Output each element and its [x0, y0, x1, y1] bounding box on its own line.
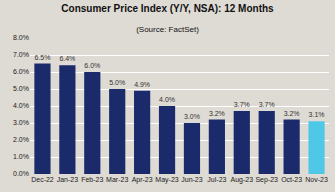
svg-text:6.4%: 6.4%: [59, 55, 75, 62]
svg-text:(Source: FactSet): (Source: FactSet): [136, 25, 199, 34]
svg-text:Feb-23: Feb-23: [81, 176, 103, 183]
svg-text:4.0%: 4.0%: [159, 96, 175, 103]
svg-text:Consumer Price Index (Y/Y, NSA: Consumer Price Index (Y/Y, NSA): 12 Mont…: [61, 3, 274, 14]
svg-text:2.0%: 2.0%: [13, 136, 29, 143]
svg-text:Nov-23: Nov-23: [305, 176, 328, 183]
svg-text:Mar-23: Mar-23: [106, 176, 128, 183]
svg-text:Apr-23: Apr-23: [132, 176, 153, 184]
svg-text:3.2%: 3.2%: [284, 110, 300, 117]
svg-text:7.0%: 7.0%: [13, 51, 29, 58]
svg-text:Jun-23: Jun-23: [181, 176, 203, 183]
svg-text:3.1%: 3.1%: [309, 111, 325, 118]
svg-text:4.0%: 4.0%: [13, 102, 29, 109]
svg-text:6.0%: 6.0%: [84, 62, 100, 69]
svg-text:4.9%: 4.9%: [134, 81, 150, 88]
svg-text:6.0%: 6.0%: [13, 68, 29, 75]
svg-text:Sep-23: Sep-23: [255, 176, 278, 184]
svg-text:5.0%: 5.0%: [109, 79, 125, 86]
svg-text:Jul-23: Jul-23: [207, 176, 226, 183]
svg-text:1.0%: 1.0%: [13, 153, 29, 160]
svg-text:Dec-22: Dec-22: [31, 176, 54, 183]
svg-text:3.0%: 3.0%: [13, 119, 29, 126]
svg-text:0.0%: 0.0%: [13, 170, 29, 177]
svg-text:Aug-23: Aug-23: [231, 176, 254, 184]
svg-text:May-23: May-23: [155, 176, 178, 184]
svg-text:Jan-23: Jan-23: [57, 176, 79, 183]
svg-text:5.0%: 5.0%: [13, 85, 29, 92]
svg-text:3.7%: 3.7%: [259, 101, 275, 108]
svg-text:8.0%: 8.0%: [13, 34, 29, 41]
svg-text:6.5%: 6.5%: [34, 54, 50, 61]
svg-text:3.0%: 3.0%: [184, 113, 200, 120]
svg-text:3.7%: 3.7%: [234, 101, 250, 108]
svg-text:Oct-23: Oct-23: [281, 176, 302, 183]
svg-text:3.2%: 3.2%: [209, 110, 225, 117]
